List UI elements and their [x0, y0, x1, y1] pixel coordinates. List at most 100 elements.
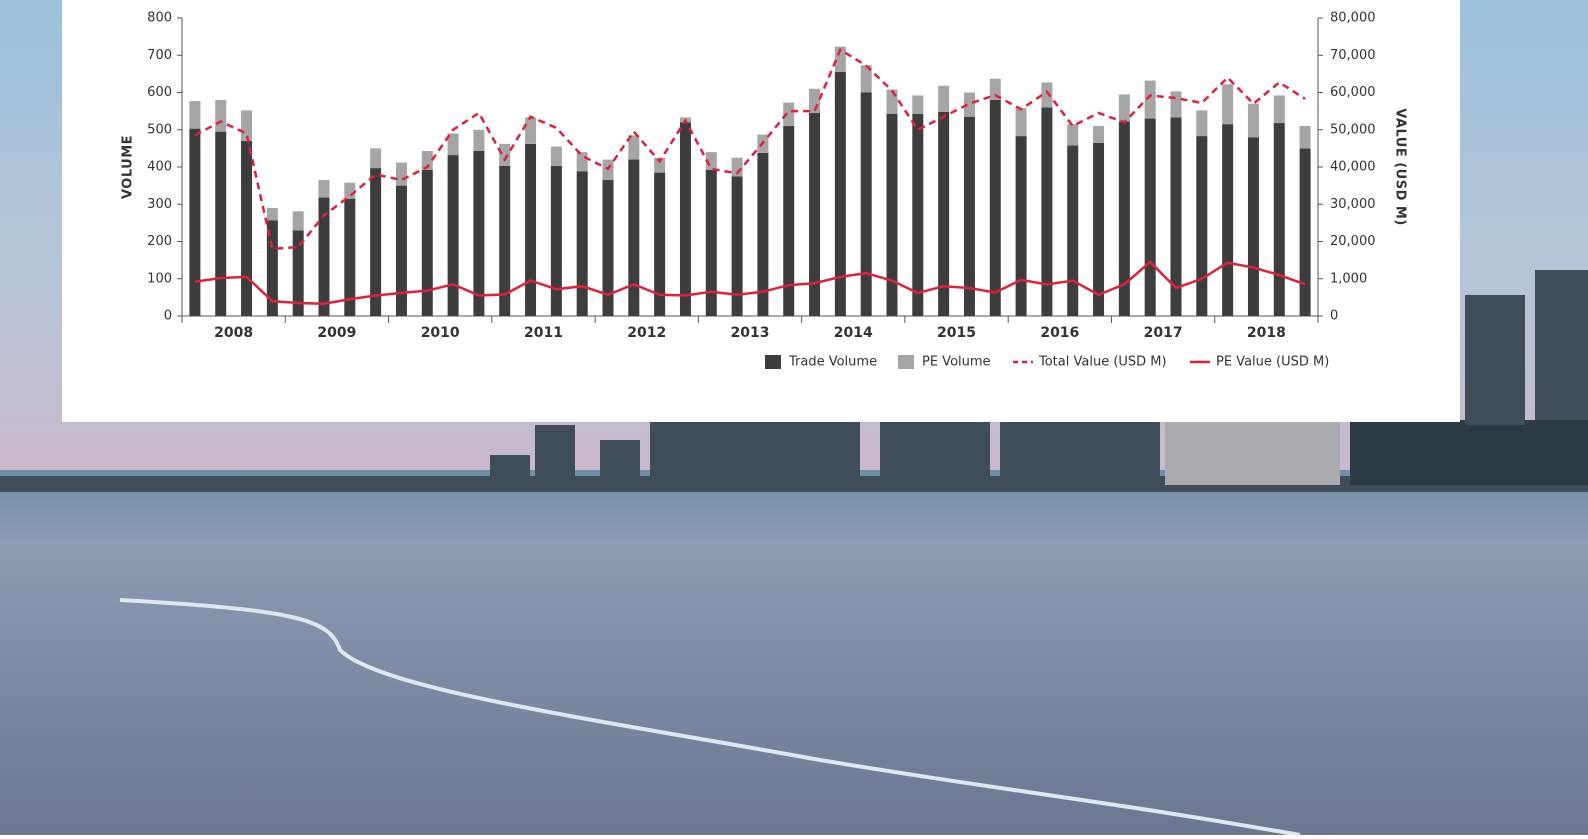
legend-label: PE Value (USD M) [1216, 355, 1329, 370]
bar [731, 157, 743, 177]
bar [1222, 124, 1234, 316]
bar [886, 113, 898, 316]
bar [1093, 142, 1105, 316]
bar [421, 169, 433, 316]
bar [860, 65, 872, 93]
y2-tick-label: 40,000 [1330, 160, 1376, 175]
bar [1118, 121, 1130, 317]
x-tick-label: 2015 [937, 325, 976, 341]
bar [731, 176, 743, 316]
bar [602, 180, 614, 316]
y-tick-label: 200 [147, 234, 172, 249]
bar [654, 157, 666, 173]
bar [989, 78, 1001, 100]
x-tick-label: 2014 [834, 325, 873, 341]
bar [757, 152, 769, 316]
line [194, 47, 1306, 251]
bar [963, 116, 975, 317]
bar [473, 150, 485, 316]
bar [292, 211, 304, 231]
y-tick-label: 400 [147, 160, 172, 175]
bar [783, 102, 795, 127]
bar [395, 162, 407, 186]
x-tick-label: 2012 [627, 325, 666, 341]
x-tick-label: 2011 [524, 325, 563, 341]
bar [550, 146, 562, 166]
bar [241, 140, 253, 316]
bar [318, 180, 330, 198]
bar [1196, 110, 1208, 137]
bar [989, 99, 1001, 316]
y2-tick-label: 80,000 [1330, 11, 1376, 26]
bar [344, 198, 356, 316]
x-tick-label: 2008 [214, 325, 253, 341]
bar [421, 150, 433, 170]
bar [525, 117, 537, 144]
bar [344, 182, 356, 199]
bar [1273, 95, 1285, 124]
y2-tick-label: 1,000 [1330, 271, 1367, 286]
bar [938, 85, 950, 112]
bar [1041, 82, 1053, 108]
bar [447, 155, 459, 316]
bar [1144, 118, 1156, 316]
x-tick-label: 2010 [421, 325, 460, 341]
bar [1170, 117, 1182, 317]
bar [395, 185, 407, 316]
bar [1299, 148, 1311, 316]
y-tick-label: 100 [147, 271, 172, 286]
y-tick-label: 0 [164, 309, 172, 324]
bar [1247, 103, 1259, 138]
bar [1170, 91, 1182, 118]
legend-label: Total Value (USD M) [1038, 355, 1167, 370]
bar [499, 165, 511, 316]
legend-swatch [898, 355, 914, 369]
ice [0, 470, 1588, 835]
bar [292, 230, 304, 316]
bar [860, 92, 872, 316]
bar [241, 110, 253, 141]
bar [705, 152, 717, 170]
bar [1247, 137, 1259, 316]
bar [473, 129, 485, 151]
bar [1299, 126, 1311, 149]
y-axis-title: VOLUME [121, 135, 136, 199]
legend-label: PE Volume [922, 355, 991, 370]
y2-tick-label: 50,000 [1330, 122, 1376, 137]
bar [266, 220, 278, 316]
x-tick-label: 2018 [1247, 325, 1286, 341]
bar [1015, 108, 1027, 137]
y-tick-label: 700 [147, 48, 172, 63]
y2-tick-label: 70,000 [1330, 48, 1376, 63]
legend-label: Trade Volume [788, 355, 877, 370]
bar [628, 135, 640, 160]
bar [370, 168, 382, 316]
x-tick-label: 2017 [1144, 325, 1183, 341]
y-tick-label: 500 [147, 122, 172, 137]
bar [370, 148, 382, 169]
bar [1118, 94, 1130, 122]
bar [834, 46, 846, 73]
x-tick-label: 2016 [1040, 325, 1079, 341]
bar [679, 122, 691, 316]
bar [550, 165, 562, 316]
bar [628, 159, 640, 316]
bar [912, 95, 924, 114]
bar [1222, 84, 1234, 125]
bar [1015, 136, 1027, 316]
bar [215, 99, 227, 132]
bar [1196, 136, 1208, 316]
line [194, 260, 1306, 305]
bar [1144, 80, 1156, 119]
ice-crack [119, 598, 1301, 837]
y2-axis-title: VALUE (USD M) [1393, 108, 1408, 226]
bar [525, 143, 537, 316]
bar [266, 207, 278, 221]
bar [834, 72, 846, 316]
bar [1041, 107, 1053, 317]
bar [1093, 126, 1105, 143]
x-tick-label: 2013 [731, 325, 770, 341]
y-tick-label: 800 [147, 11, 172, 26]
bar [963, 92, 975, 117]
